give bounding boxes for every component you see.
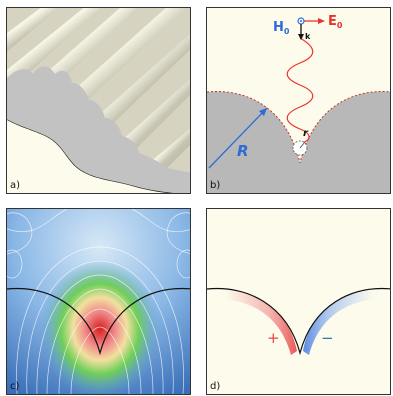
corrugated-surface-illustration: [7, 8, 190, 193]
metal-boundary-c: [7, 287, 190, 356]
panel-c: c): [6, 208, 191, 395]
charge-distribution-diagram: [207, 287, 390, 356]
panel-label-d: d): [210, 381, 221, 392]
incident-wave: [286, 37, 314, 145]
plus-sign: +: [267, 329, 280, 347]
groove-geometry-diagram: [207, 17, 390, 193]
e0-label: E0: [328, 14, 343, 30]
positive-charge-band: [225, 289, 297, 355]
panel-a: a): [6, 7, 191, 194]
field-distribution-map: [7, 209, 190, 394]
panel-d: + − d): [206, 208, 391, 395]
radius-arrowhead: [259, 108, 267, 116]
h0-label: H0: [273, 20, 290, 36]
field-lines: [7, 209, 190, 394]
small-r-label: r: [303, 128, 308, 139]
panel-label-c: c): [10, 381, 20, 392]
negative-charge-band: [303, 289, 374, 355]
field-hotspot: [40, 259, 160, 394]
metal-boundary-d: [207, 287, 390, 356]
k-label: k: [305, 32, 311, 41]
metal-boundary: [207, 91, 390, 164]
big-r-label: R: [237, 142, 249, 160]
panel-label-b: b): [210, 180, 221, 191]
panel-b: H0 E0 k R r b): [206, 7, 391, 194]
panel-label-a: a): [10, 180, 21, 191]
small-radius-line: [299, 141, 306, 149]
minus-sign: −: [321, 329, 334, 347]
metal-region: [207, 91, 390, 193]
radius-arrow: [208, 107, 268, 169]
